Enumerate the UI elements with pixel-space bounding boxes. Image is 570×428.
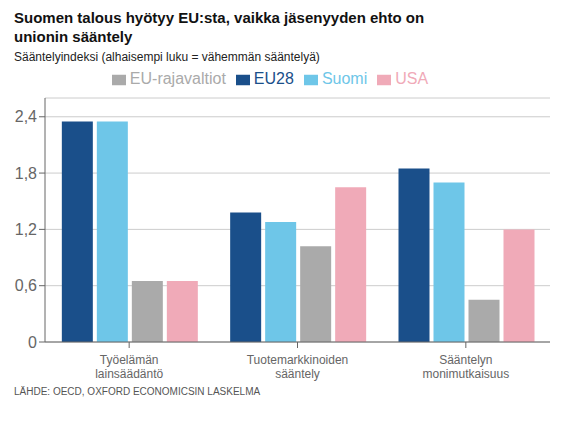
svg-text:1,2: 1,2: [15, 221, 37, 238]
html-text:EU-rajavaltiot: EU-rajavaltiot: [129, 70, 226, 87]
svg-text:2,4: 2,4: [15, 108, 37, 125]
svg-text:1,8: 1,8: [15, 165, 37, 182]
svg-text:Työelämänlainsäädäntö: Työelämänlainsäädäntö: [95, 353, 163, 381]
svg-text:0,6: 0,6: [15, 277, 37, 294]
html-text:LÄHDE: OECD, OXFORD ECONOMICSI: LÄHDE: OECD, OXFORD ECONOMICSIN LASKELMA: [14, 386, 261, 397]
html-text:Suomen talous hyötyy EU:sta, v: Suomen talous hyötyy EU:sta, vaikka jäse…: [14, 9, 425, 45]
svg-text:Sääntelynmonimutkaisuus: Sääntelynmonimutkaisuus: [422, 353, 509, 381]
html-text:USA: USA: [395, 70, 429, 87]
svg-text:0: 0: [28, 334, 37, 351]
html-text:Suomi: Suomi: [321, 70, 368, 87]
html-text:Sääntelyindeksi (alhaisempi lu: Sääntelyindeksi (alhaisempi luku = vähem…: [14, 50, 320, 64]
html-text:EU28: EU28: [253, 70, 294, 87]
svg-text:Tuotemarkkinoidensääntely: Tuotemarkkinoidensääntely: [247, 353, 349, 381]
